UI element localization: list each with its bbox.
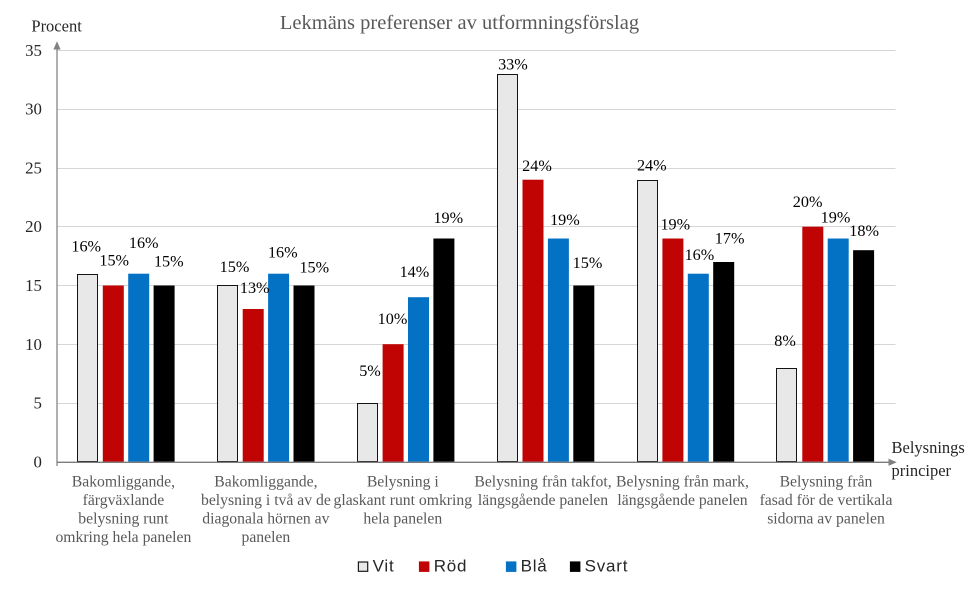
svg-text:omkring hela panelen: omkring hela panelen xyxy=(55,529,191,546)
svg-text:principer: principer xyxy=(892,461,952,480)
svg-text:25: 25 xyxy=(25,159,42,178)
svg-text:10: 10 xyxy=(25,335,42,354)
svg-text:längsgående panelen: längsgående panelen xyxy=(617,492,747,509)
svg-text:Bakomliggande,: Bakomliggande, xyxy=(214,474,317,491)
svg-text:17%: 17% xyxy=(715,230,745,248)
svg-text:Belysning i: Belysning i xyxy=(367,474,440,491)
svg-text:20: 20 xyxy=(25,217,42,236)
svg-text:Bakomliggande,: Bakomliggande, xyxy=(72,474,175,491)
svg-text:fasad för de vertikala: fasad för de vertikala xyxy=(760,492,893,509)
svg-text:15%: 15% xyxy=(573,254,603,272)
svg-text:5%: 5% xyxy=(359,362,381,380)
svg-text:24%: 24% xyxy=(637,156,667,174)
svg-text:Blå: Blå xyxy=(521,557,548,576)
svg-text:19%: 19% xyxy=(433,209,463,227)
svg-text:13%: 13% xyxy=(240,279,270,297)
svg-text:19%: 19% xyxy=(821,208,851,226)
svg-text:35: 35 xyxy=(25,41,42,60)
svg-text:18%: 18% xyxy=(849,222,879,240)
svg-text:diagonala hörnen av: diagonala hörnen av xyxy=(202,510,329,527)
svg-text:15%: 15% xyxy=(220,258,250,276)
svg-text:panelen: panelen xyxy=(242,529,291,546)
svg-text:30: 30 xyxy=(25,100,42,119)
svg-text:Belysnings: Belysnings xyxy=(892,438,965,457)
svg-text:hela panelen: hela panelen xyxy=(363,510,442,527)
svg-text:längsgående panelen: längsgående panelen xyxy=(478,492,608,509)
svg-text:16%: 16% xyxy=(268,243,298,261)
svg-text:belysning i två av de: belysning i två av de xyxy=(201,492,331,509)
svg-text:15: 15 xyxy=(25,276,42,295)
svg-text:16%: 16% xyxy=(129,234,159,252)
svg-text:33%: 33% xyxy=(498,56,528,74)
svg-text:Belysning från: Belysning från xyxy=(780,474,873,491)
svg-text:Belysning från mark,: Belysning från mark, xyxy=(616,474,749,491)
svg-text:14%: 14% xyxy=(400,263,430,281)
svg-text:19%: 19% xyxy=(660,215,690,233)
svg-text:8%: 8% xyxy=(774,332,796,350)
svg-text:15%: 15% xyxy=(154,252,184,270)
svg-text:0: 0 xyxy=(34,452,42,471)
svg-text:20%: 20% xyxy=(793,193,823,211)
svg-text:24%: 24% xyxy=(522,157,552,175)
svg-text:10%: 10% xyxy=(378,310,408,328)
svg-text:16%: 16% xyxy=(685,246,715,264)
svg-text:19%: 19% xyxy=(550,211,580,229)
svg-text:16%: 16% xyxy=(71,237,101,255)
svg-text:glaskant runt omkring: glaskant runt omkring xyxy=(334,492,473,509)
svg-text:sidorna av panelen: sidorna av panelen xyxy=(767,510,885,527)
svg-text:15%: 15% xyxy=(299,259,329,277)
svg-text:färgväxlande: färgväxlande xyxy=(83,492,165,509)
svg-text:belysning runt: belysning runt xyxy=(78,510,169,527)
svg-text:5: 5 xyxy=(34,394,42,413)
svg-text:Lekmäns preferenser av utformn: Lekmäns preferenser av utformningsförsla… xyxy=(280,12,639,34)
svg-text:15%: 15% xyxy=(99,252,129,270)
svg-text:Svart: Svart xyxy=(585,557,629,576)
svg-text:Procent: Procent xyxy=(31,16,82,35)
svg-text:Belysning från takfot,: Belysning från takfot, xyxy=(474,474,611,491)
svg-text:Röd: Röd xyxy=(434,557,468,576)
svg-text:Vit: Vit xyxy=(373,557,395,576)
